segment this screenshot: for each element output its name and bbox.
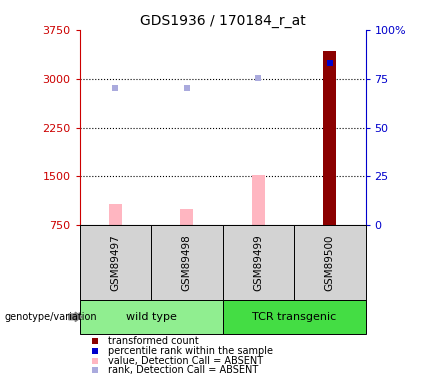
Text: GSM89500: GSM89500 xyxy=(325,234,335,291)
FancyBboxPatch shape xyxy=(294,225,366,300)
Text: wild type: wild type xyxy=(126,312,176,322)
Text: GSM89497: GSM89497 xyxy=(110,234,120,291)
Bar xyxy=(252,175,265,225)
Text: transformed count: transformed count xyxy=(108,336,199,346)
Bar xyxy=(180,209,193,225)
FancyBboxPatch shape xyxy=(223,225,294,300)
Text: genotype/variation: genotype/variation xyxy=(4,312,97,322)
FancyBboxPatch shape xyxy=(80,300,223,334)
Text: TCR transgenic: TCR transgenic xyxy=(252,312,336,322)
FancyBboxPatch shape xyxy=(223,300,366,334)
Bar xyxy=(109,204,122,225)
Bar xyxy=(323,51,336,225)
Text: GSM89499: GSM89499 xyxy=(253,234,263,291)
Text: GSM89498: GSM89498 xyxy=(182,234,192,291)
Text: rank, Detection Call = ABSENT: rank, Detection Call = ABSENT xyxy=(108,365,259,375)
FancyBboxPatch shape xyxy=(80,225,151,300)
FancyBboxPatch shape xyxy=(151,225,223,300)
Text: percentile rank within the sample: percentile rank within the sample xyxy=(108,346,273,355)
Title: GDS1936 / 170184_r_at: GDS1936 / 170184_r_at xyxy=(140,13,305,28)
Text: value, Detection Call = ABSENT: value, Detection Call = ABSENT xyxy=(108,356,264,366)
